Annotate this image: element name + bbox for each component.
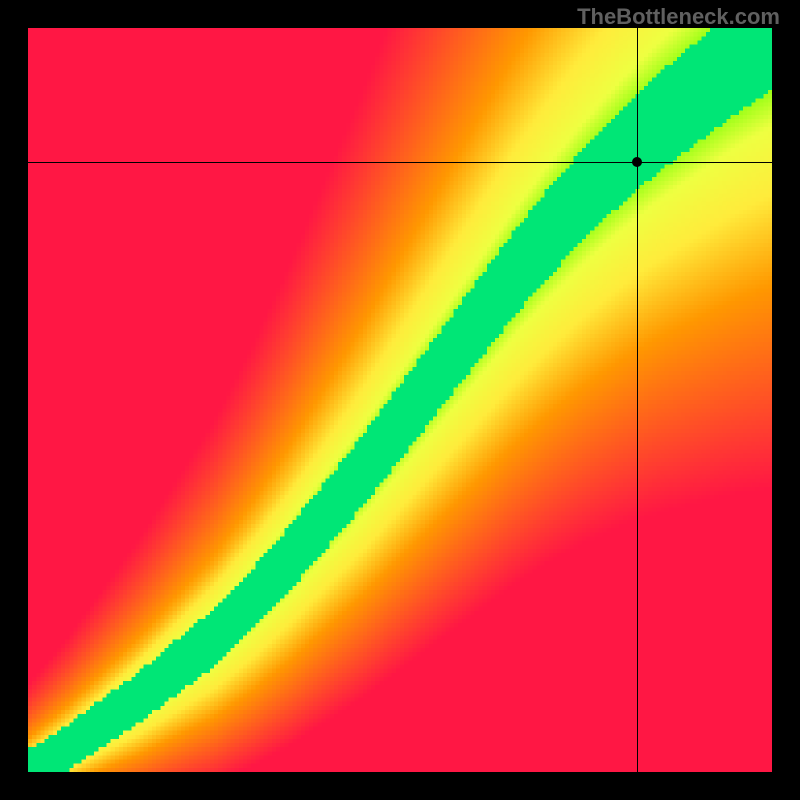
heatmap-canvas xyxy=(28,28,772,772)
watermark-text: TheBottleneck.com xyxy=(577,4,780,30)
heatmap-plot-area xyxy=(28,28,772,772)
crosshair-vertical xyxy=(637,28,638,772)
chart-container: TheBottleneck.com xyxy=(0,0,800,800)
crosshair-horizontal xyxy=(28,162,772,163)
marker-dot xyxy=(632,157,642,167)
